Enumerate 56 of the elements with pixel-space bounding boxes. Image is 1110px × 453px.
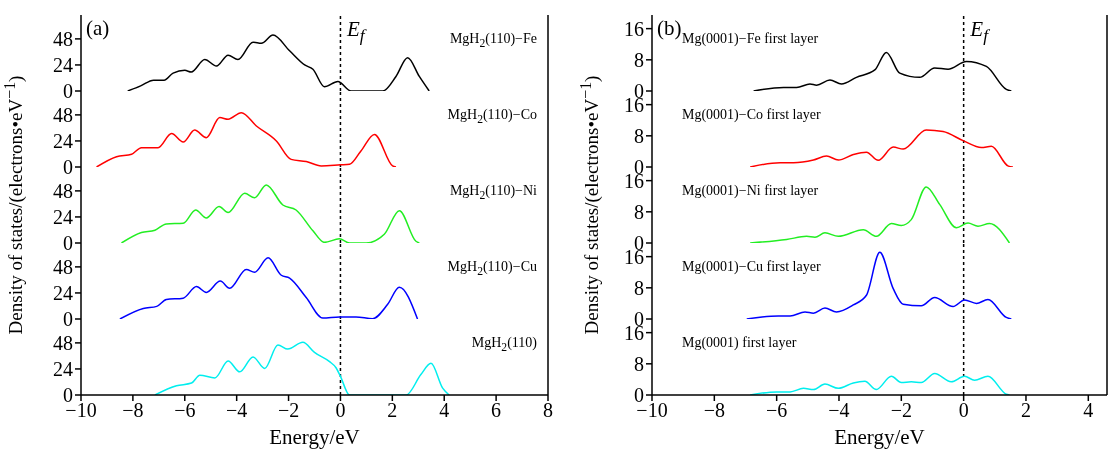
- y-tick-label: 0: [63, 308, 73, 331]
- x-tick-label: −8: [703, 399, 725, 422]
- annotation: E$_{f}$: [347, 17, 365, 47]
- text: MgH$_{2}$(110)−Cu: [447, 259, 537, 278]
- text: Mg(0001) first layer: [682, 335, 797, 351]
- x-tick-label: −2: [277, 399, 300, 422]
- y-tick-label: 0: [63, 80, 73, 103]
- y-tick-label: 24: [53, 358, 73, 381]
- x-tick-label: 0: [958, 399, 969, 422]
- chart-title: (a): [86, 16, 110, 41]
- x-tick-label: −2: [890, 399, 912, 422]
- text: Mg(0001)−Cu first layer: [682, 259, 821, 275]
- text: Mg(0001)−Ni first layer: [682, 183, 819, 199]
- y-tick-label: 0: [63, 232, 73, 255]
- y-tick-label: 48: [53, 103, 73, 126]
- x-tick-label: −8: [122, 399, 144, 422]
- y-tick-label: 8: [634, 276, 644, 299]
- chart-title: (b): [657, 16, 682, 41]
- y-tick-label: 48: [53, 331, 73, 354]
- text: MgH$_{2}$(110)−Co: [447, 107, 537, 126]
- x-tick-label: 8: [543, 399, 553, 422]
- y-tick-label: 8: [634, 124, 644, 147]
- y-tick-label: 48: [53, 255, 73, 278]
- x-axis-title: Energy/eV: [269, 425, 360, 449]
- y-tick-label: 24: [53, 206, 73, 229]
- text: MgH$_{2}$(110)−Ni: [449, 183, 537, 202]
- line-series: [119, 257, 419, 319]
- text: MgH$_{2}$(110)−Fe: [449, 31, 537, 50]
- x-tick-label: 6: [491, 399, 502, 422]
- x-tick-label: −6: [766, 399, 788, 422]
- x-axis-title: Energy/eV: [834, 425, 925, 449]
- text: MgH$_{2}$(110): [471, 335, 537, 354]
- x-tick-label: 2: [387, 399, 398, 422]
- x-tick-label: 4: [1083, 399, 1094, 422]
- text: Mg(0001)−Fe first layer: [682, 31, 819, 47]
- y-tick-label: 8: [634, 48, 644, 71]
- line-series: [95, 111, 397, 167]
- y-tick-label: 24: [53, 130, 73, 153]
- x-tick-label: −4: [828, 399, 850, 422]
- line-series: [120, 184, 421, 243]
- y-tick-label: 48: [53, 179, 73, 202]
- y-tick-label: 0: [63, 156, 73, 179]
- x-tick-label: −6: [174, 399, 196, 422]
- y-tick-label: 16: [624, 17, 644, 40]
- x-tick-label: 4: [439, 399, 450, 422]
- y-tick-label: 24: [53, 282, 73, 305]
- x-tick-label: −4: [226, 399, 248, 422]
- y-tick-label: 8: [634, 200, 644, 223]
- text: Mg(0001)−Co first layer: [682, 107, 821, 123]
- line-series: [749, 129, 1014, 167]
- annotation: E$_{f}$: [970, 17, 989, 47]
- y-tick-label: 8: [634, 352, 644, 375]
- y-tick-label: 24: [53, 54, 73, 77]
- y-tick-label: 48: [53, 27, 73, 50]
- x-tick-label: 0: [335, 399, 346, 422]
- x-tick-label: 2: [1020, 399, 1031, 422]
